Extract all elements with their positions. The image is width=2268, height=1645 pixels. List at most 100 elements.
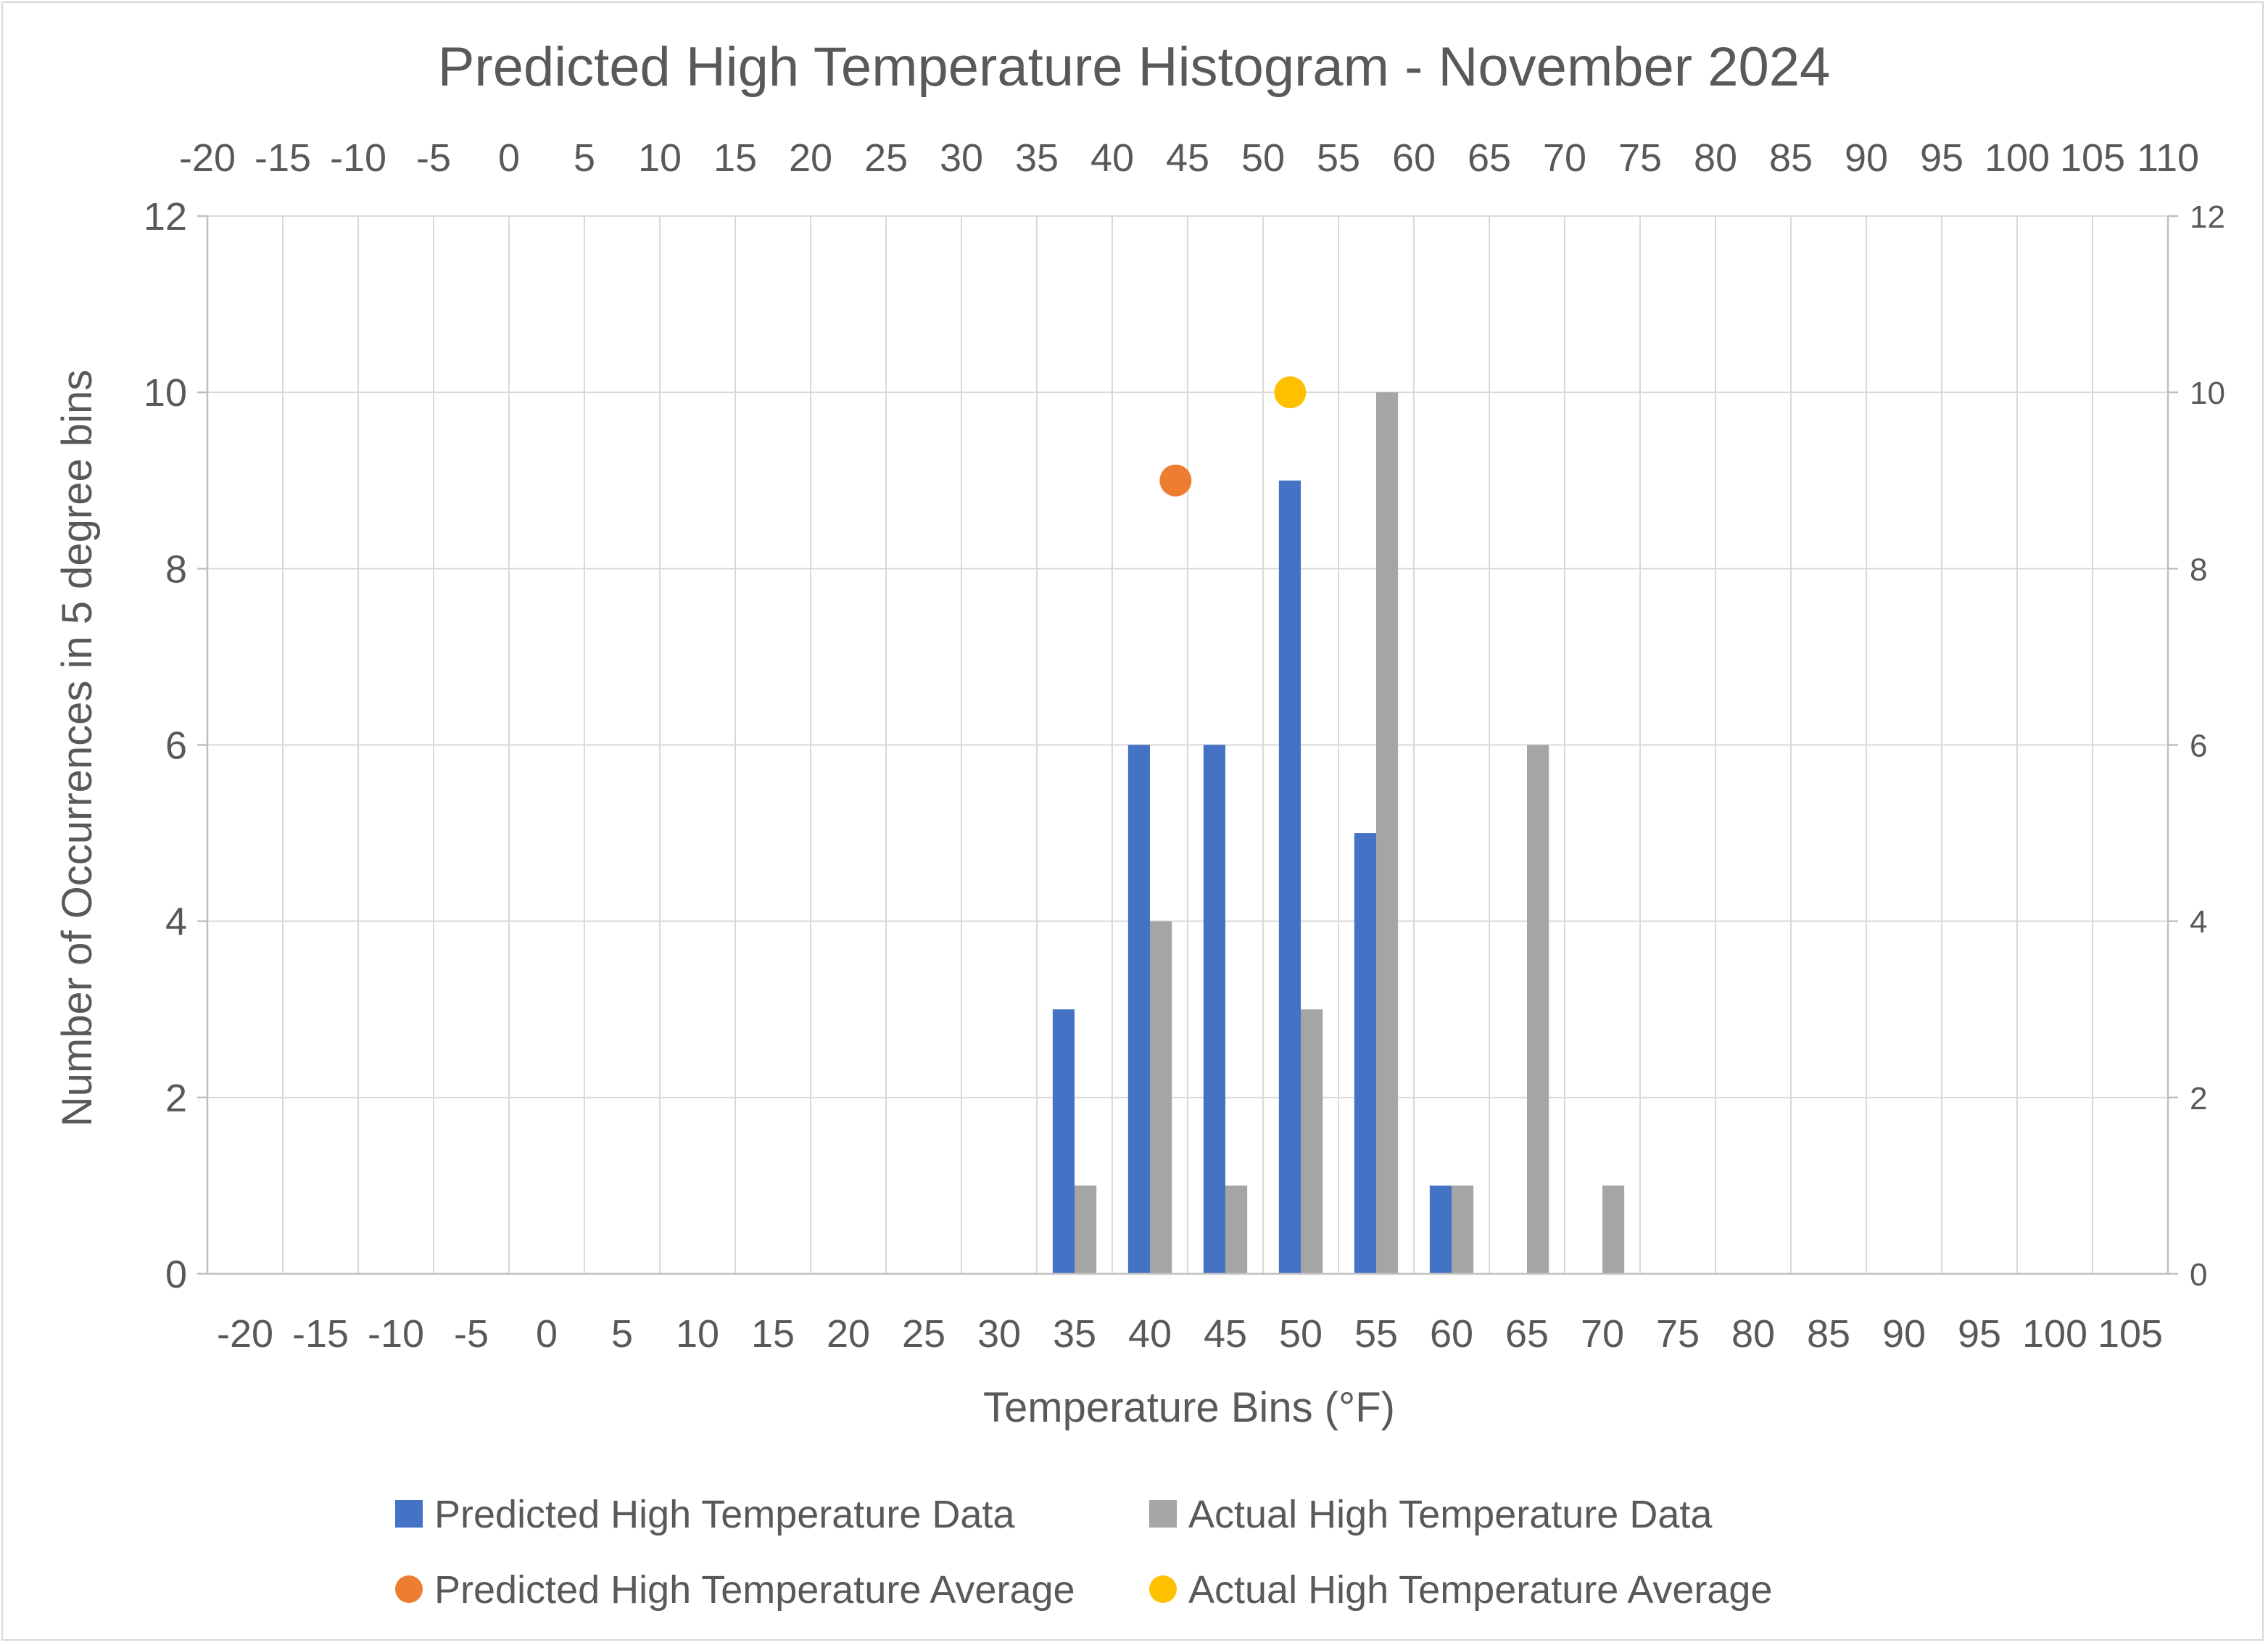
x-tick-label: 5 [611,1312,633,1356]
x-tick-label: 75 [1656,1312,1700,1356]
top-x-tick-label: 110 [2137,136,2199,180]
bar [1354,833,1376,1274]
top-x-tick-label: 75 [1618,136,1662,180]
x-tick-label: 80 [1731,1312,1775,1356]
y-tick-label-right: 12 [2190,199,2225,235]
y-tick-label: 0 [165,1253,187,1296]
average-points [1159,376,1307,497]
x-tick-label: 30 [977,1312,1021,1356]
x-tick-label: -20 [217,1312,273,1356]
top-x-tick-label: 5 [574,136,595,180]
y-tick-label: 10 [144,371,187,415]
top-x-tick-label: 50 [1241,136,1285,180]
y-tick-label-right: 0 [2190,1257,2207,1293]
bar [1075,1185,1097,1274]
y-tick-label: 8 [165,547,187,591]
x-tick-label: 70 [1581,1312,1624,1356]
top-x-tick-label: 60 [1392,136,1436,180]
bar [1052,1009,1075,1274]
legend-marker [1149,1575,1177,1603]
top-x-tick-label: 105 [2060,136,2125,180]
top-x-tick-label: -15 [254,136,311,180]
y-tick-label-right: 10 [2190,376,2225,411]
top-x-tick-label: 85 [1769,136,1813,180]
x-tick-label: -15 [292,1312,349,1356]
x-tick-label: 100 [2022,1312,2087,1356]
y-tick-label-right: 6 [2190,729,2207,764]
x-tick-label: 90 [1882,1312,1926,1356]
y-tick-label: 6 [165,724,187,768]
bar [1602,1185,1625,1274]
x-axis-title: Temperature Bins (°F) [983,1384,1395,1431]
y-tick-label: 12 [144,195,187,239]
top-x-tick-label: 30 [940,136,983,180]
x-tick-label: 20 [827,1312,870,1356]
legend-label: Predicted High Temperature Data [434,1493,1015,1536]
bar [1452,1185,1474,1274]
top-x-tick-label: 80 [1694,136,1737,180]
axes [197,215,2178,1275]
top-x-tick-label: 35 [1015,136,1059,180]
top-x-tick-label: 25 [864,136,908,180]
top-x-tick-label: 100 [1984,136,2050,180]
legend-label: Predicted High Temperature Average [434,1568,1075,1612]
x-tick-label: 55 [1354,1312,1398,1356]
top-x-tick-label: 20 [789,136,832,180]
top-x-tick-label: 40 [1090,136,1134,180]
y-tick-label-right: 8 [2190,552,2207,587]
average-point [1274,376,1307,409]
top-x-tick-label: 10 [638,136,682,180]
x-tick-label: 95 [1958,1312,2001,1356]
x-tick-label: 60 [1430,1312,1473,1356]
bar [1278,480,1301,1274]
x-tick-label: 45 [1204,1312,1247,1356]
bar [1203,745,1225,1274]
top-x-tick-label: 55 [1317,136,1360,180]
legend-label: Actual High Temperature Average [1188,1568,1773,1612]
y-tick-label: 2 [165,1077,187,1120]
y-axis-title: Number of Occurrences in 5 degree bins [54,370,101,1127]
bar [1225,1185,1248,1274]
x-tick-label: 65 [1505,1312,1549,1356]
top-x-tick-label: 15 [713,136,757,180]
top-x-tick-label: 65 [1468,136,1511,180]
bar [1301,1009,1323,1274]
bar [1127,745,1150,1274]
top-x-tick-label: -20 [179,136,236,180]
top-x-tick-label: -5 [416,136,451,180]
x-tick-label: -5 [454,1312,489,1356]
bar [1150,921,1172,1274]
y-tick-label: 4 [165,900,187,944]
average-point [1159,464,1192,497]
x-tick-label: 35 [1053,1312,1096,1356]
gridlines [207,215,2168,1274]
x-tick-label: 50 [1279,1312,1323,1356]
top-x-tick-label: 95 [1920,136,1963,180]
x-tick-label: 0 [536,1312,558,1356]
bars [1052,392,1625,1274]
x-tick-label: 85 [1807,1312,1850,1356]
chart-title: Predicted High Temperature Histogram - N… [438,36,1831,98]
top-x-tick-label: 90 [1845,136,1888,180]
bar [1429,1185,1452,1274]
top-x-tick-label: 70 [1543,136,1586,180]
x-tick-label: 10 [676,1312,719,1356]
legend-swatch [1149,1500,1177,1528]
top-x-tick-label: -10 [330,136,386,180]
tick-labels: 0 2 4 6 8 10 12 0 2 4 6 8 10 12 -20 -15 -10 -5 0 5 10 15 20 25 3… [144,136,2225,1356]
legend-swatch [395,1500,423,1528]
x-tick-label: 15 [751,1312,795,1356]
x-tick-label: 105 [2098,1312,2163,1356]
bar [1376,392,1399,1274]
legend: Predicted High Temperature Data Actual Hi… [395,1493,1773,1612]
x-tick-label: -10 [368,1312,424,1356]
x-tick-label: 40 [1128,1312,1172,1356]
top-x-tick-label: 0 [498,136,520,180]
y-tick-label-right: 2 [2190,1081,2207,1116]
top-x-tick-label: 45 [1166,136,1209,180]
x-tick-label: 25 [902,1312,945,1356]
legend-marker [395,1575,423,1603]
